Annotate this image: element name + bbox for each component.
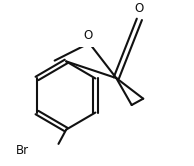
Text: Br: Br	[16, 144, 29, 157]
Text: O: O	[135, 2, 144, 15]
Text: O: O	[84, 29, 93, 42]
